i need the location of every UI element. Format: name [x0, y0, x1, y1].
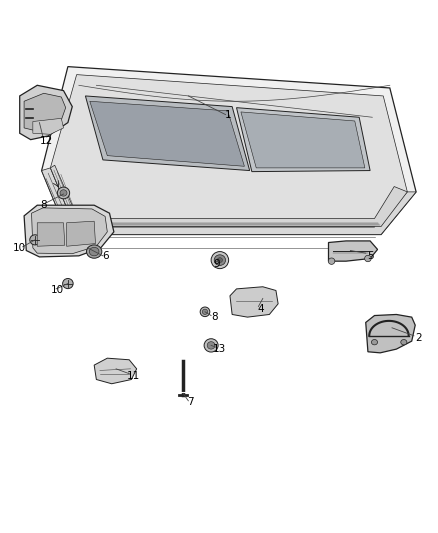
Ellipse shape: [57, 187, 70, 199]
Polygon shape: [366, 314, 415, 353]
Polygon shape: [67, 221, 95, 246]
Polygon shape: [50, 165, 407, 227]
Polygon shape: [24, 205, 114, 257]
Ellipse shape: [63, 278, 73, 289]
Text: 5: 5: [367, 251, 374, 261]
Ellipse shape: [401, 340, 407, 345]
Text: 8: 8: [40, 200, 47, 210]
Ellipse shape: [211, 252, 229, 269]
Ellipse shape: [217, 257, 223, 263]
Text: 9: 9: [213, 259, 220, 269]
Ellipse shape: [89, 247, 99, 256]
Polygon shape: [90, 101, 244, 166]
Ellipse shape: [86, 245, 102, 258]
Polygon shape: [24, 93, 66, 132]
Text: 4: 4: [257, 304, 264, 314]
Polygon shape: [42, 168, 416, 235]
Ellipse shape: [328, 258, 335, 264]
Ellipse shape: [204, 339, 218, 352]
Ellipse shape: [371, 340, 378, 345]
Polygon shape: [230, 287, 278, 317]
Text: 13: 13: [212, 344, 226, 354]
Polygon shape: [42, 67, 416, 235]
Polygon shape: [37, 223, 65, 246]
Text: 2: 2: [415, 334, 422, 343]
Polygon shape: [32, 208, 107, 254]
Text: 10: 10: [13, 243, 26, 253]
Polygon shape: [85, 96, 250, 171]
Ellipse shape: [214, 255, 226, 265]
Ellipse shape: [60, 190, 67, 196]
Polygon shape: [328, 241, 378, 261]
Text: 1: 1: [224, 110, 231, 119]
Text: 12: 12: [39, 136, 53, 146]
Ellipse shape: [364, 255, 371, 262]
Polygon shape: [50, 75, 407, 227]
Ellipse shape: [202, 309, 208, 314]
Text: 6: 6: [102, 251, 109, 261]
Ellipse shape: [200, 307, 210, 317]
Ellipse shape: [30, 235, 40, 245]
Polygon shape: [237, 108, 370, 172]
Polygon shape: [20, 85, 72, 140]
Ellipse shape: [207, 342, 215, 349]
Polygon shape: [33, 118, 64, 134]
Polygon shape: [241, 112, 365, 168]
Text: 11: 11: [127, 371, 140, 381]
Polygon shape: [94, 358, 137, 384]
Text: 10: 10: [50, 286, 64, 295]
Text: 7: 7: [187, 398, 194, 407]
Text: 8: 8: [211, 312, 218, 322]
